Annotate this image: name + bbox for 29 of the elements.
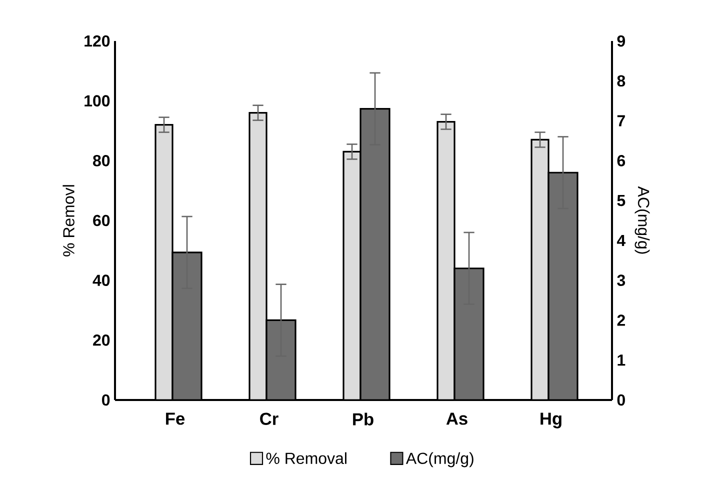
y-tick-label: 120	[84, 35, 110, 47]
y2-tick-label: 2	[617, 314, 625, 326]
y2-tick-label: 8	[617, 75, 626, 87]
x-tick-label: Pb	[353, 412, 374, 426]
x-tick-label: Fe	[166, 412, 185, 425]
y-tick-label: 80	[93, 155, 110, 166]
y2-tick-label: 4	[616, 234, 626, 246]
y2-tick-label: 3	[617, 274, 626, 286]
y2-axis-title: AC(mg/g)	[634, 186, 650, 254]
legend-label: AC(mg/g)	[406, 452, 474, 468]
x-tick-label: As	[446, 412, 468, 425]
y2-tick-label: 1	[618, 354, 626, 366]
bar	[436, 120, 456, 400]
y-tick-label: 60	[93, 214, 110, 226]
y-tick-label: 20	[93, 334, 110, 346]
legend-label: % Removal	[266, 452, 346, 464]
y2-tick-label: 7	[617, 115, 625, 126]
y-tick-label: 40	[92, 274, 110, 286]
bar	[266, 319, 296, 400]
y2-tick-label: 6	[617, 155, 626, 166]
y-tick-label: 100	[84, 95, 110, 106]
y2-tick-label: 9	[617, 35, 626, 47]
y-axis-title: % Removl	[62, 185, 74, 256]
x-tick-label: Hg	[540, 412, 562, 428]
y2-tick-label: 5	[617, 194, 626, 206]
y-tick-label: 0	[102, 394, 110, 406]
x-tick-label: Cr	[260, 412, 278, 425]
bar	[248, 112, 268, 400]
y2-tick-label: 0	[617, 394, 625, 406]
